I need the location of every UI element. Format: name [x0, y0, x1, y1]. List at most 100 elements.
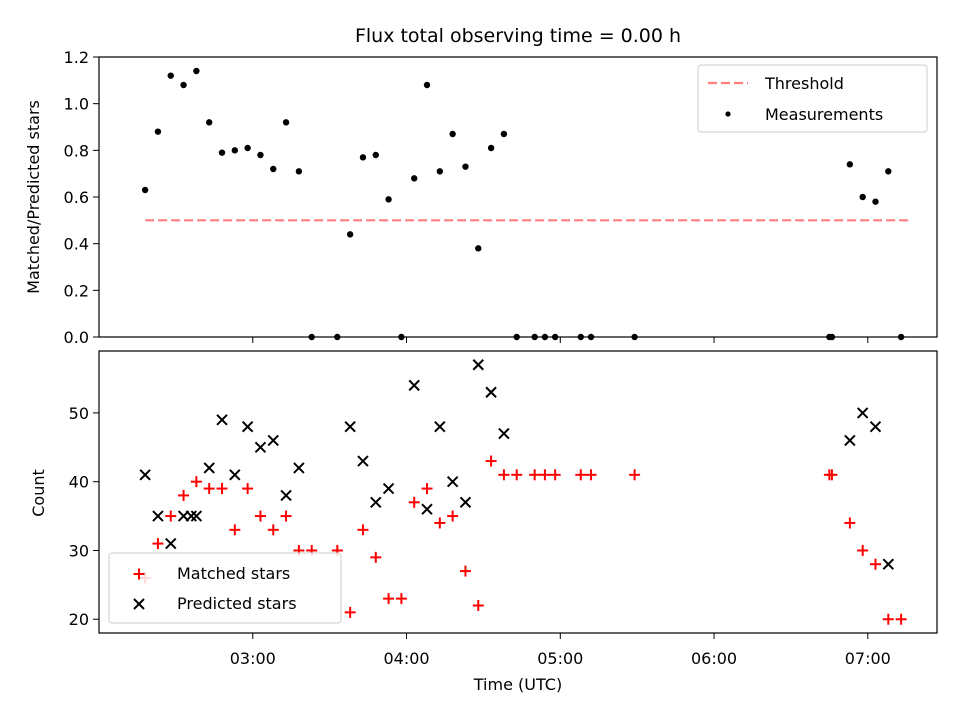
matched-star-point — [370, 551, 382, 563]
predicted-star-point — [434, 420, 446, 433]
matched-star-point — [629, 469, 641, 481]
top-axes-ticks: 0.0 0.2 0.4 0.6 0.8 1.0 1.2 — [64, 48, 869, 347]
predicted-star-point — [241, 420, 254, 433]
bottom-y-tick-label: 20 — [69, 610, 89, 629]
predicted-star-point — [267, 434, 279, 447]
matched-star-point — [242, 483, 254, 495]
matched-star-point — [472, 599, 484, 611]
top-y-tick-label: 0.0 — [64, 328, 89, 347]
bottom-legend-box — [108, 552, 342, 624]
x-tick-label: 04:00 — [383, 649, 429, 668]
measurement-point — [282, 119, 290, 126]
measurement-point — [257, 151, 264, 159]
chart-title: Flux total observing time = 0.00 h — [355, 25, 681, 47]
predicted-star-point — [382, 482, 395, 495]
measurement-point — [141, 186, 149, 194]
measurement-point — [244, 144, 251, 152]
matched-star-point — [844, 517, 856, 529]
measurement-point — [270, 165, 277, 173]
matched-star-point — [511, 469, 523, 481]
matched-star-point — [152, 538, 164, 550]
top-y-tick-label: 1.0 — [64, 95, 89, 114]
top-y-axis-label: Matched/Predicted stars — [24, 100, 43, 294]
measurement-point — [359, 154, 367, 161]
matched-star-point — [869, 558, 881, 570]
matched-star-point — [498, 469, 510, 481]
top-legend-box — [697, 64, 928, 133]
bottom-axes-frame — [98, 350, 938, 634]
predicted-star-point — [459, 496, 472, 509]
legend-predicted-swatch — [133, 598, 145, 610]
legend-matched-label: Matched stars — [177, 564, 290, 583]
predicted-star-point — [856, 407, 869, 419]
matched-star-point — [280, 510, 292, 522]
measurement-point — [436, 168, 444, 175]
x-tick-label: 06:00 — [691, 649, 737, 668]
predicted-star-point — [421, 503, 433, 515]
measurement-point — [372, 151, 379, 159]
predicted-star-point — [216, 414, 228, 426]
matched-star-point — [190, 476, 202, 488]
measurement-point — [295, 168, 303, 175]
measurement-point — [859, 193, 866, 201]
matched-star-point — [383, 593, 395, 605]
bottom-legend: Matched stars Predicted stars — [108, 552, 342, 624]
matched-star-point — [165, 510, 177, 522]
predicted-star-point — [408, 379, 420, 392]
measurement-point — [218, 149, 226, 156]
predicted-star-point — [869, 420, 882, 433]
top-y-tick-label: 0.2 — [64, 281, 89, 300]
matched-star-point — [539, 469, 551, 481]
bottom-y-tick-label: 40 — [69, 473, 89, 492]
top-axes-frame — [98, 56, 938, 338]
measurement-point — [846, 161, 854, 168]
predicted-star-point — [280, 489, 292, 502]
predicted-star-point — [485, 386, 497, 398]
predicted-star-point — [229, 469, 241, 481]
measurement-point — [885, 168, 892, 175]
matched-star-point — [178, 489, 190, 501]
predicted-star-point — [370, 496, 382, 509]
matched-star-point — [421, 483, 433, 495]
matched-star-point — [395, 593, 407, 605]
measurement-point — [487, 144, 495, 152]
top-y-tick-label: 0.8 — [64, 141, 89, 160]
predicted-star-point — [185, 510, 197, 522]
measurement-point — [167, 72, 174, 79]
predicted-star-point — [165, 537, 177, 550]
bottom-y-axis-label: Count — [29, 469, 48, 517]
measurement-point — [462, 163, 469, 170]
matched-star-point — [895, 613, 907, 625]
measurement-point — [872, 198, 879, 205]
predicted-star-point — [152, 510, 164, 522]
measurement-point — [205, 119, 213, 126]
bottom-plot-area — [139, 359, 907, 625]
matched-star-point — [357, 524, 369, 536]
predicted-star-point — [293, 462, 305, 474]
x-tick-label: 05:00 — [537, 649, 583, 668]
predicted-star-point — [139, 469, 151, 481]
matched-star-point — [203, 483, 215, 495]
matched-star-point — [459, 565, 471, 577]
measurement-point — [346, 231, 354, 238]
matched-star-point — [216, 483, 228, 495]
legend-threshold-label: Threshold — [764, 74, 844, 93]
predicted-star-point — [344, 420, 356, 433]
measurement-point — [385, 196, 392, 203]
measurement-point — [475, 245, 482, 252]
legend-measurements-label: Measurements — [765, 105, 883, 124]
legend-matched-swatch — [133, 568, 145, 580]
matched-star-point — [575, 469, 587, 481]
matched-star-point — [447, 510, 459, 522]
measurement-point — [193, 67, 200, 75]
measurement-point — [411, 175, 418, 182]
x-axis-label: Time (UTC) — [473, 675, 562, 694]
matched-star-point — [549, 469, 561, 481]
legend-measurements-swatch — [725, 111, 731, 117]
matched-star-point — [529, 469, 541, 481]
bottom-y-tick-label: 30 — [69, 541, 89, 560]
bottom-y-tick-label: 50 — [69, 404, 89, 423]
matched-star-point — [826, 469, 838, 481]
measurement-point — [154, 128, 162, 135]
